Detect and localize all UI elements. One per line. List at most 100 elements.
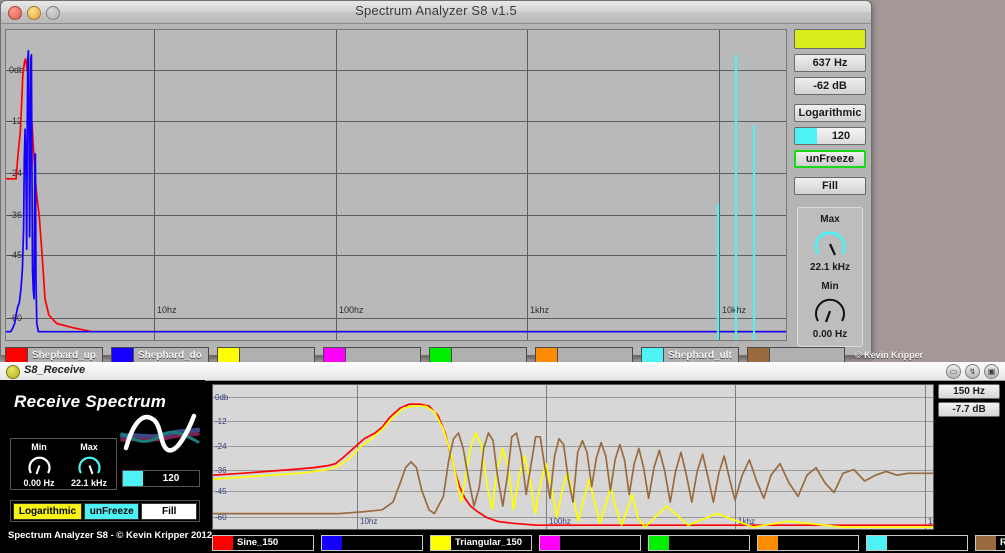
legend-label [560,536,640,550]
legend-swatch[interactable] [976,535,996,550]
legend-swatch[interactable] [324,347,346,363]
top-spectrum-plot[interactable]: 0db -12 -24 -36 -45 -60 10hz 100hz 1khz … [5,29,787,341]
legend-item[interactable]: Shephard_ult [641,346,739,364]
legend-item[interactable]: Triangular_150 [430,534,532,551]
freeze-button[interactable]: unFreeze [83,502,140,520]
legend-swatch[interactable] [213,535,233,550]
legend-swatch[interactable] [748,347,770,363]
gridline [719,30,720,340]
freeze-button[interactable]: unFreeze [794,150,866,168]
legend-swatch[interactable] [430,347,452,363]
legend-label [770,348,844,363]
close-icon[interactable] [8,6,22,20]
legend-swatch[interactable] [536,347,558,363]
receive-legend[interactable]: Sine_150 Triangular_150 Ramp_440 [212,534,1005,551]
legend-swatch[interactable] [218,347,240,363]
gridline [527,30,528,340]
legend-swatch[interactable] [649,535,669,550]
gridline [6,318,786,319]
scale-mode-button[interactable]: Logarithmic [794,104,866,122]
min-knob[interactable] [27,453,52,478]
slider-fill [795,128,817,144]
legend-swatch[interactable] [642,347,664,363]
range-knob-panel[interactable]: Max 22.1 kHz Min 0.00 Hz [797,207,863,347]
minimize-icon[interactable]: ▭ [946,364,961,379]
legend-item[interactable] [429,346,527,364]
min-knob-group[interactable]: Min 0.00 Hz [14,442,64,488]
minimize-icon[interactable] [27,6,41,20]
legend-item[interactable] [535,346,633,364]
legend-item[interactable]: Shephard_do [111,346,209,364]
legend-swatch[interactable] [431,535,451,550]
credit-text: Spectrum Analyzer S8 - © Kevin Kripper 2… [8,530,213,541]
max-knob-value: 22.1 kHz [809,262,851,273]
legend-item[interactable] [321,534,423,551]
receive-heading: Receive Spectrum [14,392,167,411]
s8-receive-window[interactable]: S8_Receive ▭ ↯ ▣ Receive Spectrum Min [0,362,1005,553]
y-tick-label: 0db [215,393,229,402]
max-knob[interactable] [77,453,102,478]
legend-swatch[interactable] [322,535,342,550]
legend-swatch[interactable] [6,347,28,363]
averaging-slider[interactable]: 120 [122,470,200,487]
legend-item[interactable]: Sine_150 [212,534,314,551]
top-control-rail[interactable]: 637 Hz -62 dB Logarithmic 120 unFreeze F… [791,29,869,347]
legend-label [346,348,420,363]
credit-text: © Kevin Kripper [855,350,924,360]
fill-button[interactable]: Fill [794,177,866,195]
receive-controls-panel: Receive Spectrum Min 0.00 Hz [0,380,212,553]
y-tick-label: -36 [215,466,227,475]
averaging-slider[interactable]: 120 [794,127,866,145]
slider-value: 120 [831,130,851,142]
restore-icon[interactable]: ↯ [965,364,980,379]
max-knob-group[interactable]: Max 22.1 kHz [64,442,114,488]
top-legend[interactable]: Shephard_up Shephard_do Shephard_ult © K… [5,346,923,364]
legend-item[interactable] [757,534,859,551]
legend-item[interactable] [747,346,845,364]
y-tick-label: -12 [9,116,23,126]
save-icon[interactable]: ▣ [984,364,999,379]
legend-label [342,536,422,550]
fill-button[interactable]: Fill [141,502,197,520]
legend-swatch[interactable] [540,535,560,550]
gridline [735,385,736,529]
gridline [546,385,547,529]
legend-swatch[interactable] [867,535,887,550]
receive-window-title: S8_Receive [24,364,86,376]
zoom-icon[interactable] [46,6,60,20]
range-knob-panel[interactable]: Min 0.00 Hz Max 22.1 kHz [10,438,117,490]
y-tick-label: -24 [215,442,227,451]
scale-mode-button[interactable]: Logarithmic [13,502,82,520]
min-knob-value: 0.00 Hz [23,478,55,488]
legend-item[interactable] [217,346,315,364]
gridline [6,173,786,174]
max-knob[interactable] [813,227,847,261]
legend-item[interactable] [648,534,750,551]
legend-item[interactable]: Shephard_up [5,346,103,364]
min-knob-label: Min [31,442,47,452]
legend-swatch[interactable] [112,347,134,363]
min-knob-value: 0.00 Hz [812,329,848,340]
active-color-swatch[interactable] [794,29,866,49]
gridline [925,385,926,529]
legend-item[interactable] [866,534,968,551]
gridline [213,470,933,471]
legend-label [558,348,632,363]
legend-swatch[interactable] [758,535,778,550]
legend-label: Ramp_440 [1000,537,1005,548]
receive-titlebar[interactable]: S8_Receive ▭ ↯ ▣ [0,362,1005,381]
legend-label [669,536,749,550]
legend-item[interactable] [323,346,421,364]
slider-value: 120 [162,473,180,484]
legend-item[interactable] [539,534,641,551]
spectrum-analyzer-window[interactable]: Spectrum Analyzer S8 v1.5 0db -12 -24 -3… [0,0,923,364]
legend-label: Sine_150 [237,537,279,548]
receive-window-buttons[interactable]: ▭ ↯ ▣ [946,364,999,379]
receive-button-row[interactable]: Logarithmic unFreeze Fill [10,500,200,522]
min-knob[interactable] [813,294,847,328]
titlebar[interactable]: Spectrum Analyzer S8 v1.5 [1,1,871,24]
receive-spectrum-plot[interactable]: 0db -12 -24 -36 -45 -60 10hz 100hz 1khz … [212,384,934,530]
legend-item[interactable]: Ramp_440 [975,534,1005,551]
window-controls[interactable] [8,6,60,20]
max-knob-label: Max [80,442,98,452]
